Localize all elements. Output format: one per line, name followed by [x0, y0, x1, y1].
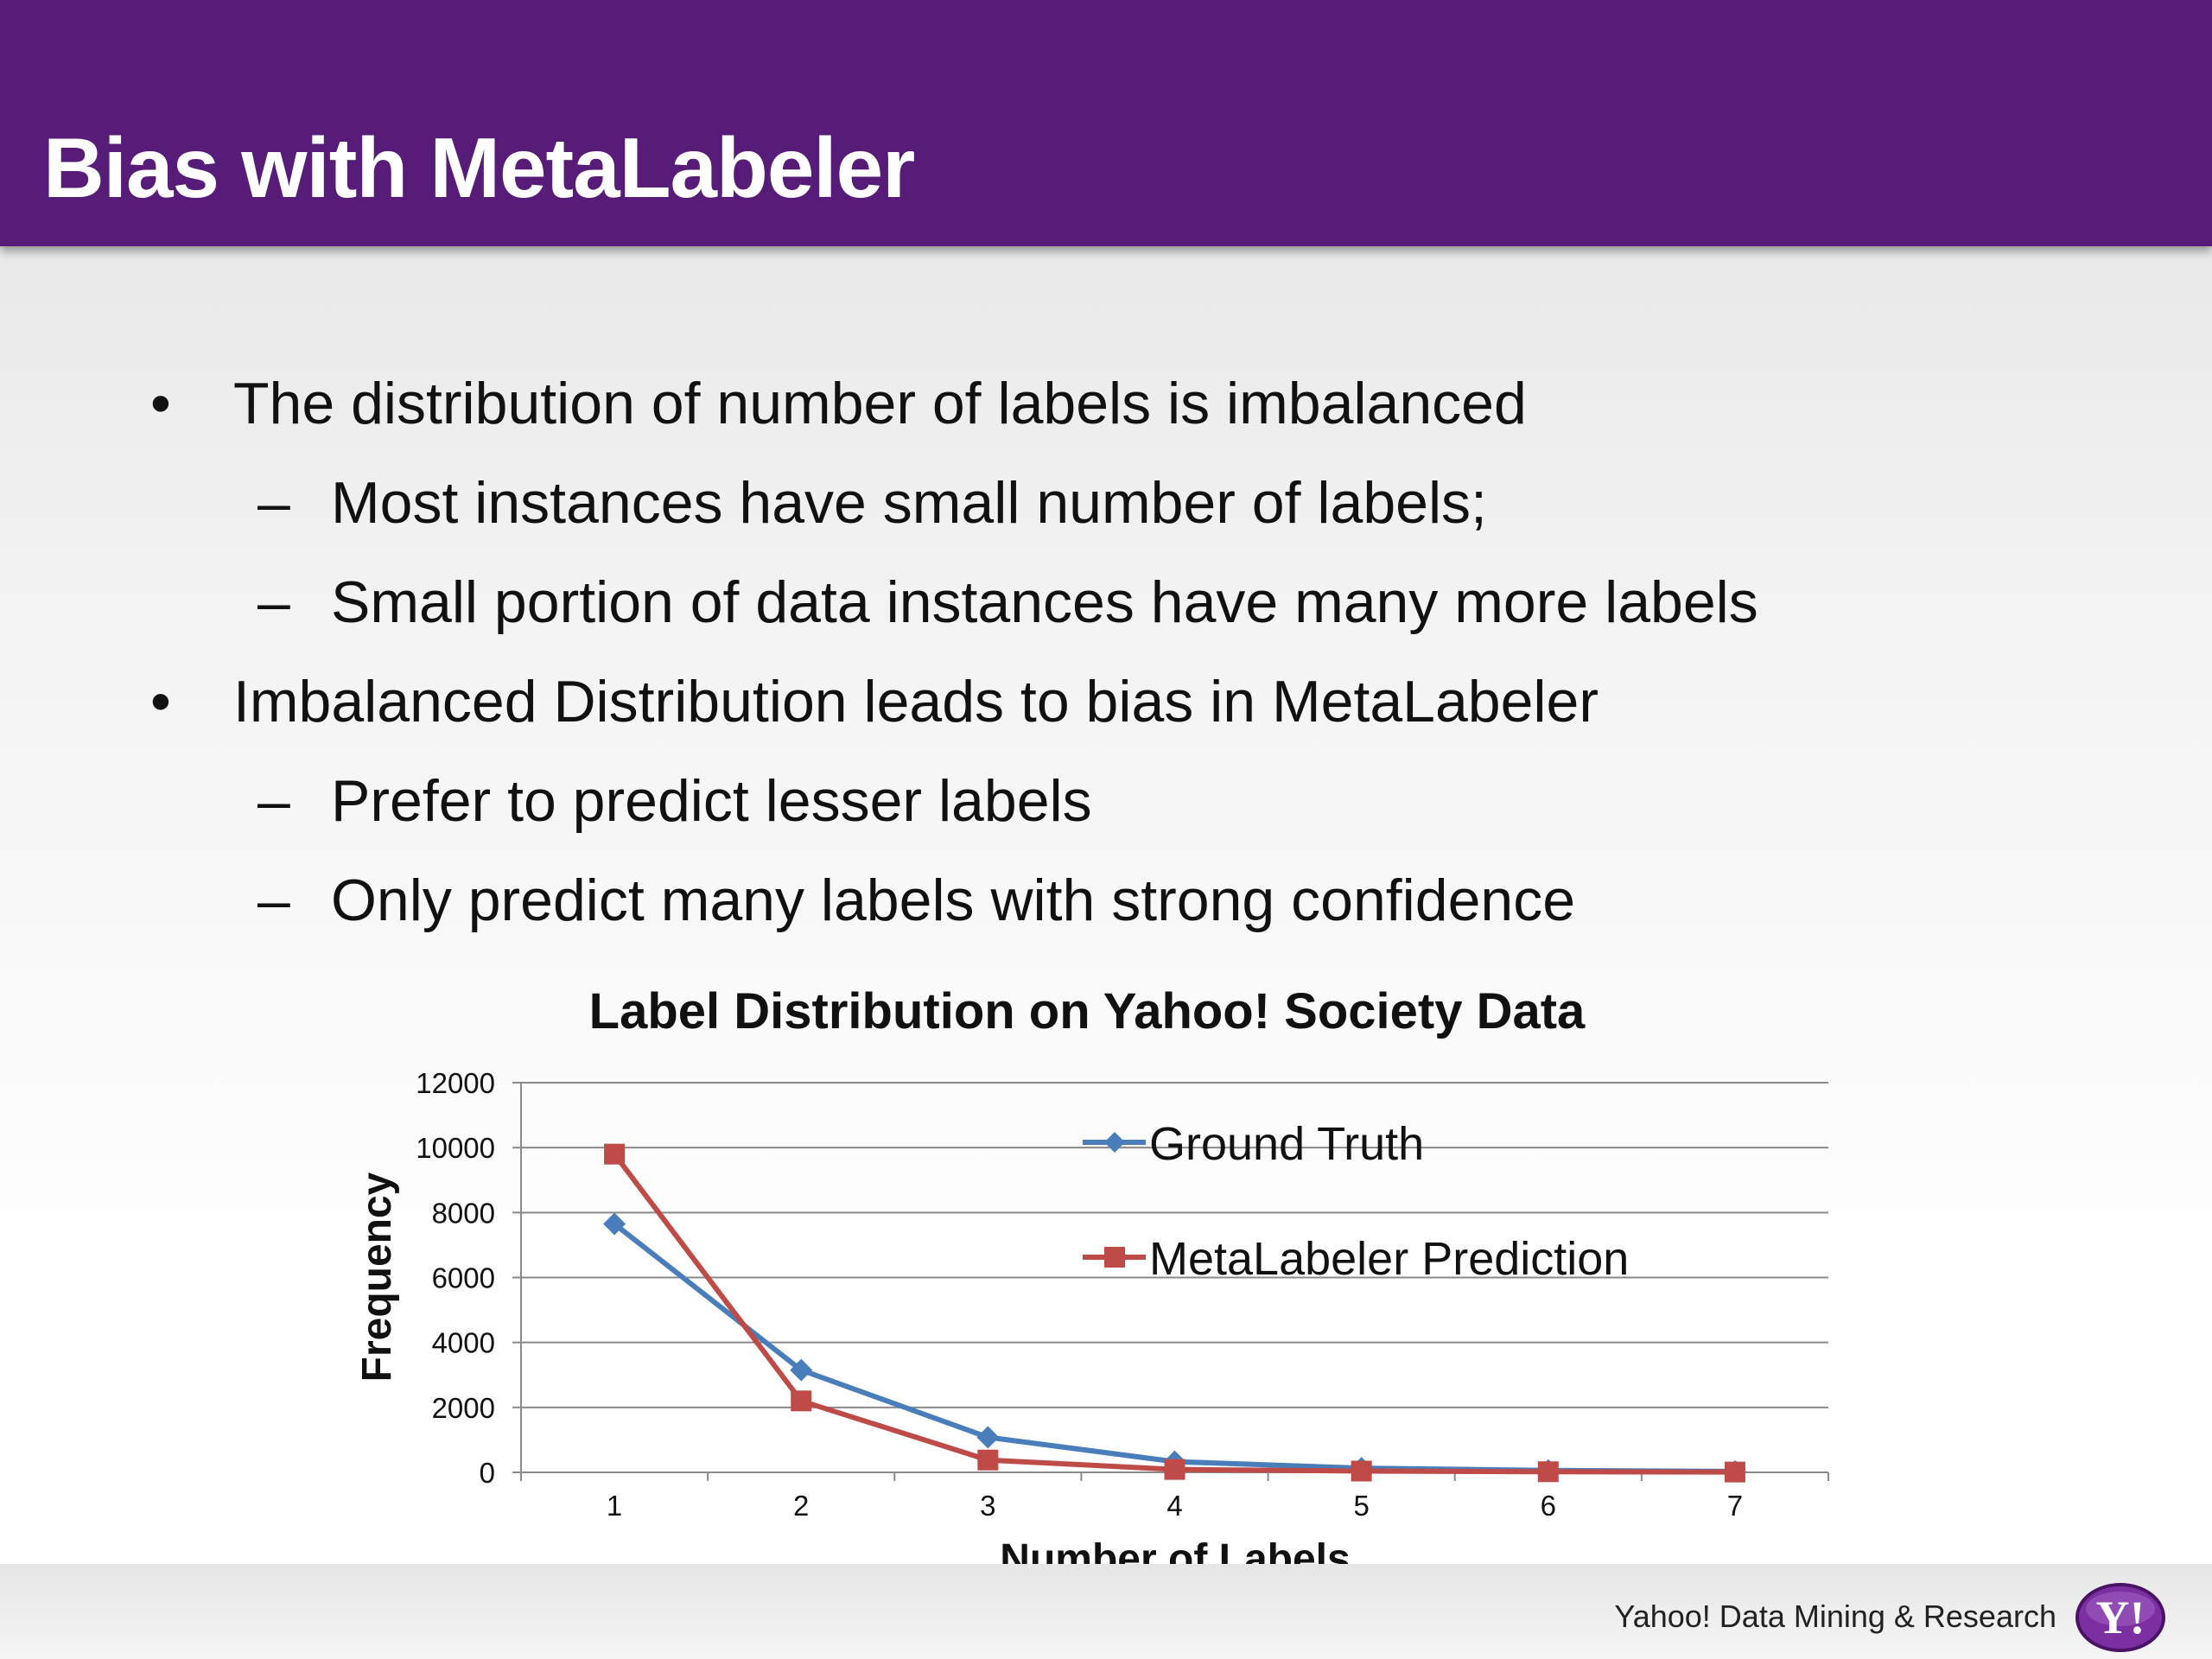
x-tick-label: 3 [980, 1490, 995, 1522]
sub-bullet-item: Prefer to predict lesser labels [331, 768, 1092, 834]
series-line-metalabeler-prediction [612, 1152, 1735, 1475]
sub-bullet-item: Small portion of data instances have man… [331, 569, 1758, 635]
data-point-metalabeler-prediction [791, 1390, 812, 1412]
header-bar: Bias with MetaLabeler [0, 0, 2212, 246]
x-tick-label: 1 [607, 1490, 622, 1522]
series-lines [603, 1143, 1746, 1483]
legend-entry-metalabeler-prediction: MetaLabeler Prediction [1083, 1233, 1629, 1285]
legend-marker-ground-truth [1104, 1132, 1125, 1153]
data-point-ground-truth [790, 1358, 813, 1382]
y-tick-label: 6000 [432, 1262, 495, 1294]
sub-bullet-mark: – [257, 868, 290, 933]
sub-bullet-item: Only predict many labels with strong con… [331, 868, 1576, 933]
sub-bullet-mark: – [257, 569, 290, 635]
grid-lines [521, 1082, 1828, 1408]
y-tick-label: 2000 [432, 1392, 495, 1424]
legend: Ground Truth MetaLabeler Prediction [1083, 1118, 1629, 1285]
data-point-ground-truth [976, 1426, 1000, 1449]
y-tick-label: 0 [480, 1457, 495, 1489]
x-tick-label: 7 [1727, 1490, 1743, 1522]
x-tick-label: 2 [793, 1490, 809, 1522]
label-distribution-chart: Label Distribution on Yahoo! Society Dat… [354, 983, 1829, 1582]
x-tick-labels: 1 2 3 4 5 6 7 [607, 1490, 1743, 1522]
legend-label-metalabeler-prediction: MetaLabeler Prediction [1149, 1233, 1629, 1285]
y-tick-label: 4000 [432, 1327, 495, 1359]
data-point-metalabeler-prediction [1537, 1461, 1559, 1483]
data-point-metalabeler-prediction [977, 1449, 999, 1471]
footer-text: Yahoo! Data Mining & Research [1614, 1599, 2056, 1634]
y-tick-label: 8000 [432, 1197, 495, 1229]
legend-label-ground-truth: Ground Truth [1149, 1118, 1424, 1170]
data-point-metalabeler-prediction [1164, 1459, 1185, 1480]
x-tick-label: 4 [1166, 1490, 1182, 1522]
sub-bullet-item: Most instances have small number of labe… [331, 470, 1487, 536]
legend-marker-metalabeler-prediction [1104, 1247, 1125, 1268]
bullet-item: The distribution of number of labels is … [233, 371, 1527, 436]
bullet-item: Imbalanced Distribution leads to bias in… [233, 669, 1599, 734]
sub-bullet-mark: – [257, 768, 290, 834]
footer-band [0, 1564, 2212, 1659]
sub-bullet-mark: – [257, 470, 290, 536]
yahoo-logo: Y! [2075, 1583, 2165, 1652]
chart-title: Label Distribution on Yahoo! Society Dat… [589, 983, 1586, 1039]
data-point-ground-truth [603, 1212, 626, 1236]
data-point-metalabeler-prediction [1724, 1461, 1745, 1483]
y-axis-label: Frequency [354, 1172, 400, 1382]
y-tick-label: 10000 [416, 1132, 495, 1164]
bullet-mark: • [150, 371, 171, 436]
legend-entry-ground-truth: Ground Truth [1083, 1118, 1424, 1170]
x-tick-label: 6 [1541, 1490, 1556, 1522]
logo-text: Y! [2096, 1592, 2145, 1643]
slide-title: Bias with MetaLabeler [43, 120, 915, 215]
y-tick-labels: 0 2000 4000 6000 8000 10000 12000 [416, 1067, 495, 1489]
y-tick-label: 12000 [416, 1067, 495, 1099]
bullet-mark: • [150, 669, 171, 734]
data-point-metalabeler-prediction [1351, 1460, 1372, 1482]
data-point-metalabeler-prediction [604, 1143, 626, 1165]
x-tick-label: 5 [1353, 1490, 1369, 1522]
